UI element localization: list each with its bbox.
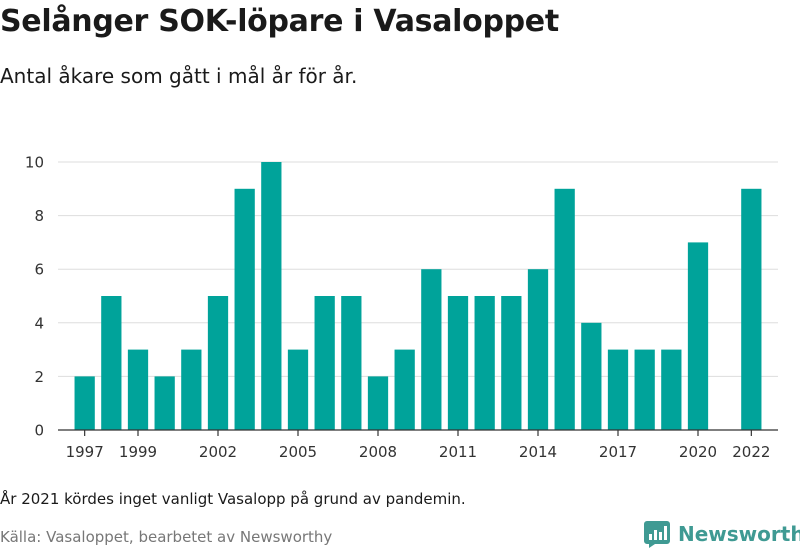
x-tick-label: 2005 bbox=[279, 443, 317, 461]
chart-title: Selånger SOK-löpare i Vasaloppet bbox=[0, 4, 559, 39]
bar bbox=[234, 188, 255, 430]
bar bbox=[447, 296, 469, 430]
x-tick-label: 2011 bbox=[439, 443, 477, 461]
y-tick-label: 0 bbox=[34, 422, 44, 440]
x-tick-label: 1997 bbox=[66, 443, 104, 461]
bar bbox=[634, 349, 655, 430]
bar bbox=[421, 269, 442, 430]
x-tick-label: 2014 bbox=[519, 443, 557, 461]
y-tick-label: 4 bbox=[34, 314, 44, 332]
bar bbox=[554, 188, 575, 430]
bar bbox=[474, 296, 495, 430]
newsworthy-logo-icon bbox=[644, 521, 670, 548]
x-tick-label: 2008 bbox=[359, 443, 397, 461]
x-tick-label: 2017 bbox=[599, 443, 637, 461]
bar bbox=[287, 349, 309, 430]
bar bbox=[154, 376, 175, 430]
bar bbox=[181, 349, 202, 430]
bar bbox=[607, 349, 629, 430]
brand-name: Newsworthy bbox=[678, 522, 800, 546]
bar bbox=[341, 296, 362, 430]
bar bbox=[127, 349, 149, 430]
bar bbox=[207, 296, 229, 430]
x-tick-label: 2002 bbox=[199, 443, 237, 461]
bar bbox=[527, 269, 549, 430]
bar bbox=[367, 376, 389, 430]
bar bbox=[501, 296, 522, 430]
bar bbox=[74, 376, 95, 430]
bar bbox=[261, 162, 282, 430]
x-tick-label: 1999 bbox=[119, 443, 157, 461]
x-tick-label: 2022 bbox=[732, 443, 770, 461]
footnote: År 2021 kördes inget vanligt Vasalopp på… bbox=[0, 490, 466, 508]
bar bbox=[661, 349, 682, 430]
x-tick-label: 2020 bbox=[679, 443, 717, 461]
bar bbox=[581, 322, 602, 430]
bar bbox=[687, 242, 709, 430]
bar bbox=[741, 188, 762, 430]
y-tick-label: 2 bbox=[34, 368, 44, 386]
bar bbox=[314, 296, 335, 430]
newsworthy-logo: Newsworthy bbox=[644, 519, 800, 549]
y-tick-label: 6 bbox=[34, 261, 44, 279]
bar bbox=[394, 349, 415, 430]
y-tick-label: 10 bbox=[25, 154, 44, 172]
bar bbox=[101, 296, 122, 430]
source-credit: Källa: Vasaloppet, bearbetet av Newswort… bbox=[0, 528, 333, 546]
y-tick-label: 8 bbox=[34, 207, 44, 225]
bar-chart: 0 2 4 6 8 10 1997 1999 2002 2005 2008 2011 2014 2017 2… bbox=[25, 154, 778, 461]
chart-subtitle: Antal åkare som gått i mål år för år. bbox=[0, 64, 358, 88]
